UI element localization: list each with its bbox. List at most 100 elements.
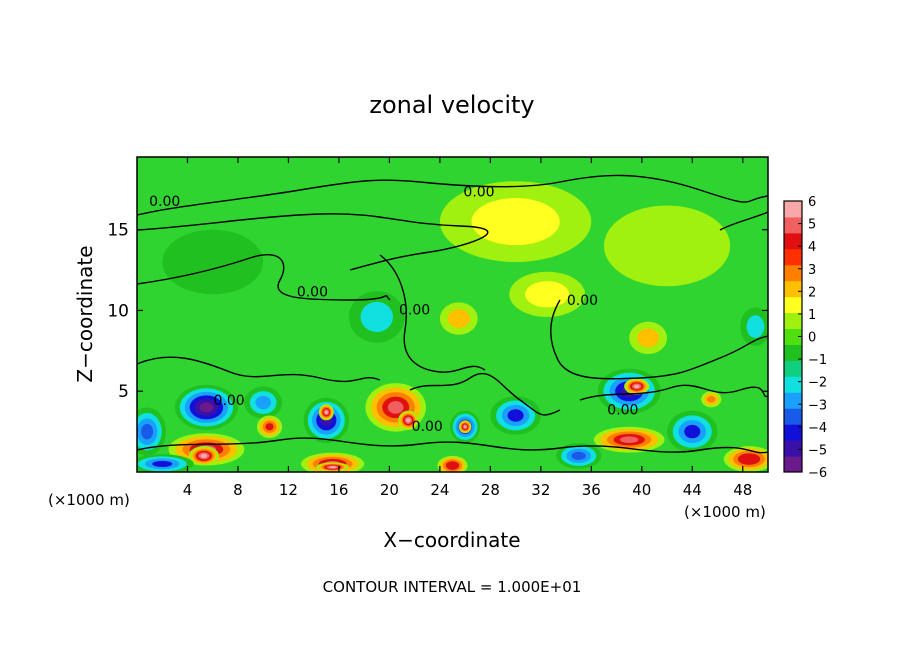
y-tick-label-0: 5: [118, 382, 129, 402]
colorbar-segment-11: [784, 280, 802, 298]
heatmap-field: 0.00 0.00 0.00 0.00 0.00 0.00 0.00 0.00: [137, 157, 768, 472]
colorbar-segment-7: [784, 344, 802, 361]
colorbar: 6 5 4 3 2 1 0 −1 −2 −3 −4 −5 −6: [783, 195, 827, 481]
colorbar-segment-3: [784, 408, 802, 425]
velocity-cell-25-2: [637, 328, 660, 348]
y-tick-label-2: 15: [107, 221, 129, 241]
colorbar-tick-label-9: −3: [808, 398, 827, 413]
colorbar-segment-9: [784, 312, 802, 330]
zero-contour-upper: [137, 174, 768, 216]
x-axis-label: X−coordinate: [383, 528, 520, 552]
velocity-cell-11-6: [463, 425, 467, 429]
velocity-cell-31-4: [571, 451, 586, 460]
velocity-cell-24-2: [525, 281, 570, 308]
x-tick-label-5: 24: [430, 481, 449, 499]
velocity-cell-23-2: [447, 309, 470, 328]
colorbar-segment-10: [784, 296, 802, 314]
x-tick-label-11: 48: [733, 481, 752, 499]
velocity-cell-20-3: [255, 395, 271, 410]
zero-contour-low-left: [137, 356, 381, 383]
x-unit-label-left: (×1000 m): [48, 491, 130, 509]
chart-title: zonal velocity: [369, 91, 534, 119]
colorbar-tick-label-10: −4: [808, 421, 827, 436]
colorbar-tick-label-8: −2: [808, 376, 827, 391]
colorbar-segment-12: [784, 264, 802, 282]
colorbar-segment-6: [784, 360, 802, 377]
colorbar-segment-16: [784, 201, 802, 218]
x-tick-label-6: 28: [481, 481, 500, 499]
colorbar-segment-13: [784, 248, 802, 266]
contour-label-3: 0.00: [399, 302, 430, 318]
x-tick-label-2: 12: [279, 481, 298, 499]
velocity-cell-18-5: [742, 455, 756, 463]
colorbar-tick-label-5: 1: [808, 308, 816, 323]
colorbar-segment-1: [784, 440, 802, 457]
zero-contour-low-right: [579, 384, 768, 401]
velocity-cell-19-3: [707, 395, 716, 403]
colorbar-segment-5: [784, 376, 802, 393]
velocity-cell-15-6: [633, 384, 640, 389]
velocity-cell-3-6: [200, 453, 208, 458]
x-tick-label-7: 32: [531, 481, 550, 499]
velocity-cell-16-5: [620, 436, 639, 444]
x-tick-label-1: 8: [233, 481, 243, 499]
contour-interval-note: CONTOUR INTERVAL = 1.000E+01: [323, 578, 582, 596]
plot-frame: [136, 156, 769, 473]
zero-contour-bottom: [137, 437, 768, 454]
colorbar-segment-0: [784, 456, 802, 473]
colorbar-segment-14: [784, 232, 802, 250]
x-tick-label-0: 4: [183, 481, 193, 499]
colorbar-tick-label-12: −6: [808, 466, 827, 481]
x-tick-label-4: 20: [380, 481, 399, 499]
velocity-cell-6-5: [387, 401, 404, 414]
colorbar-segment-8: [784, 328, 802, 345]
zero-contour-right-top: [719, 211, 768, 231]
velocity-cell-9-6: [329, 466, 337, 469]
y-axis-label: Z−coordinate: [73, 245, 97, 382]
x-axis-ticks: 4 8 12 16 20 24 28 32 36 40 44 48: [183, 157, 752, 499]
x-unit-label-right: (×1000 m): [684, 503, 766, 521]
velocity-cell-27-2: [471, 198, 560, 246]
velocity-cell-30-4: [152, 460, 173, 468]
zero-contour-low-center: [409, 372, 561, 416]
zero-contour-upper-2: [137, 213, 489, 271]
colorbar-tick-label-7: −1: [808, 353, 827, 368]
colorbar-tick-label-1: 5: [808, 218, 816, 233]
x-tick-label-9: 40: [632, 481, 651, 499]
contour-label-5: 0.00: [214, 393, 245, 409]
velocity-cell-13-5: [448, 463, 457, 469]
velocity-cell-1-4: [141, 423, 154, 440]
zero-contour-mid-center: [379, 254, 486, 373]
colorbar-segment-4: [784, 392, 802, 409]
colorbar-tick-label-4: 2: [808, 285, 816, 300]
colorbar-tick-label-6: 0: [808, 331, 816, 346]
contour-label-7: 0.00: [607, 403, 638, 419]
velocity-cell-5-6: [324, 410, 328, 414]
velocity-cell-7-6: [406, 418, 411, 423]
velocity-cell-22-2: [360, 301, 393, 332]
colorbar-segment-2: [784, 424, 802, 441]
velocity-cell-29-1: [603, 205, 731, 287]
velocity-cell-12-4: [507, 409, 524, 422]
velocity-cell-21-4: [265, 423, 274, 431]
colorbar-tick-label-0: 6: [808, 195, 816, 210]
velocity-cell-0-6: [199, 402, 214, 413]
y-tick-label-1: 10: [107, 301, 129, 321]
contour-label-6: 0.00: [412, 419, 443, 435]
colorbar-tick-label-3: 3: [808, 263, 816, 278]
contour-label-2: 0.00: [297, 285, 328, 301]
zero-contour-mid-left: [137, 253, 391, 301]
contour-label-4: 0.00: [567, 293, 598, 309]
y-axis-ticks: 5 10 15: [107, 221, 768, 402]
x-tick-label-3: 16: [329, 481, 348, 499]
zero-contour-mid-right: [550, 299, 768, 380]
velocity-cell-26-2: [746, 315, 765, 338]
colorbar-tick-label-11: −5: [808, 443, 827, 458]
x-tick-label-8: 36: [582, 481, 601, 499]
colorbar-segment-15: [784, 216, 802, 234]
contour-label-0: 0.00: [149, 194, 180, 210]
contour-label-1: 0.00: [463, 185, 494, 201]
velocity-cell-28-1: [162, 229, 264, 295]
velocity-cell-17-4: [684, 424, 701, 439]
